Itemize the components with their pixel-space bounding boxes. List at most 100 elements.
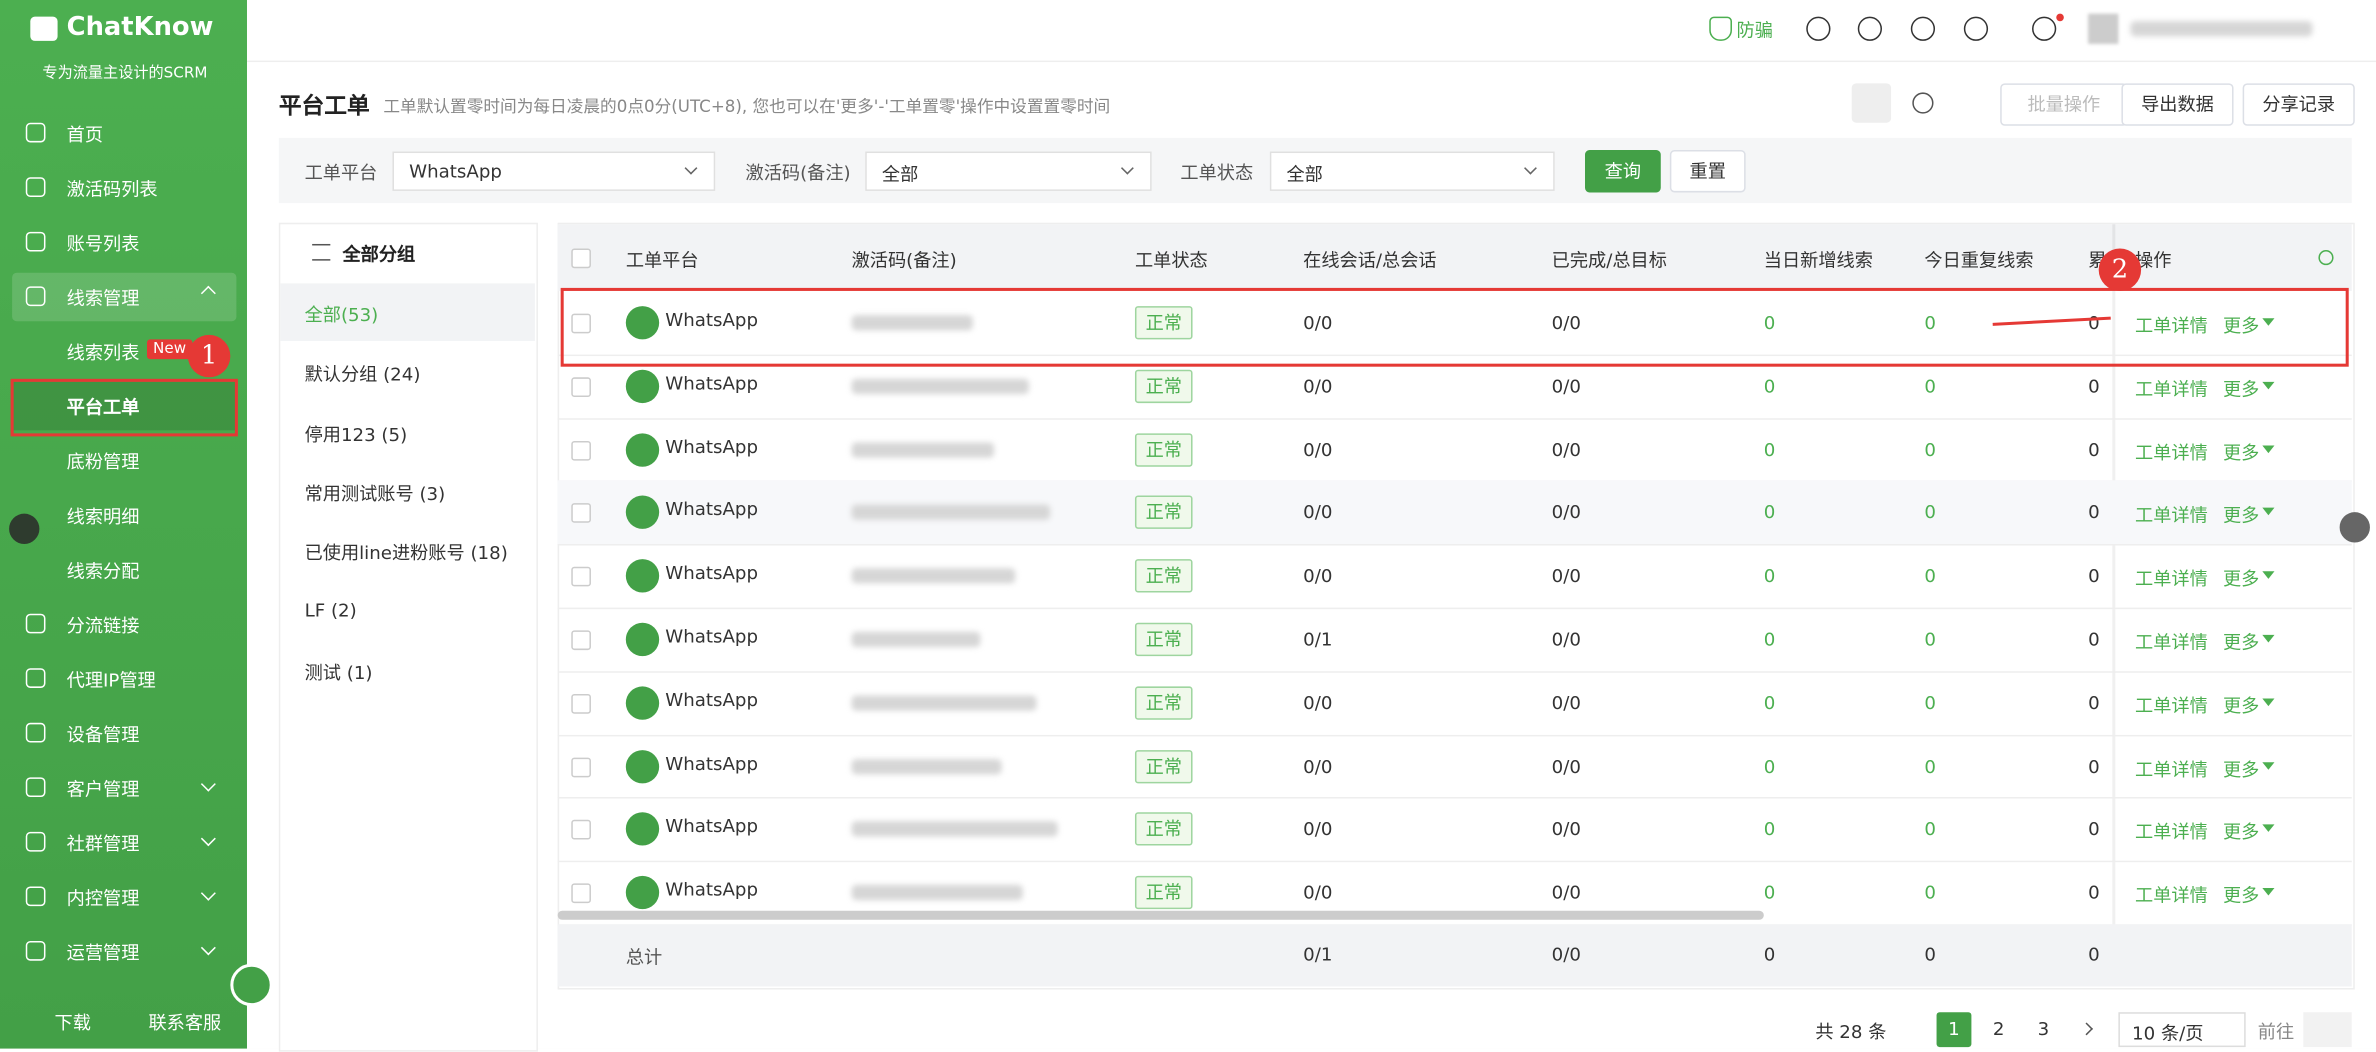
action-link[interactable]: 更多: [2222, 821, 2260, 843]
action-link[interactable]: 工单详情: [2135, 631, 2208, 653]
menu-item[interactable]: 内控管理: [66, 887, 140, 910]
cell: 0/0: [1551, 565, 1581, 587]
action-link[interactable]: 更多: [2222, 631, 2260, 653]
page-btn[interactable]: 3: [2037, 1018, 2050, 1040]
menu-item[interactable]: 代理IP管理: [66, 669, 156, 691]
action-link[interactable]: 更多: [2222, 315, 2260, 337]
cb[interactable]: [571, 376, 591, 397]
status-tag: 正常: [1134, 559, 1193, 593]
group-item[interactable]: 停用123 (5): [304, 423, 408, 445]
top-icon[interactable]: [2032, 16, 2057, 41]
action-link[interactable]: 更多: [2222, 885, 2260, 907]
header-btn[interactable]: 批量操作: [2000, 83, 2128, 126]
group-item[interactable]: 测试 (1): [304, 661, 373, 684]
select-caret: [684, 161, 698, 175]
action-link[interactable]: 更多: [2222, 441, 2260, 463]
submenu-item[interactable]: 线索明细: [66, 506, 140, 528]
footer-link[interactable]: 下载: [54, 1012, 91, 1034]
cell: 0: [1924, 438, 1937, 460]
menu-item[interactable]: 客户管理: [66, 778, 140, 801]
group-item[interactable]: 默认分组 (24): [304, 364, 421, 386]
action-link[interactable]: 工单详情: [2135, 505, 2208, 527]
submenu-item[interactable]: 线索列表: [66, 342, 140, 364]
refresh-btn[interactable]: [1912, 92, 1934, 114]
cb[interactable]: [571, 440, 591, 460]
header-btn[interactable]: 分享记录: [2242, 83, 2355, 126]
cb[interactable]: [571, 503, 591, 524]
cell: 0: [1763, 818, 1776, 840]
top-icon[interactable]: [1910, 16, 1936, 41]
menu-item[interactable]: 设备管理: [66, 724, 140, 746]
scroll-right[interactable]: [2339, 512, 2370, 543]
menu-item[interactable]: 线索管理: [66, 287, 140, 310]
page-btn[interactable]: 2: [1992, 1018, 2005, 1040]
group-item[interactable]: 已使用line进粉账号 (18): [304, 542, 508, 564]
username: [2130, 21, 2313, 37]
filter-btn[interactable]: [1851, 83, 1892, 123]
menu-icon: [25, 177, 46, 197]
submenu-item[interactable]: 底粉管理: [66, 451, 140, 473]
action-link[interactable]: 更多: [2222, 505, 2260, 527]
top-icon[interactable]: [1806, 16, 1831, 41]
cell: 0: [1924, 565, 1937, 587]
footer-link[interactable]: 联系客服: [148, 1012, 222, 1034]
filter-select[interactable]: 全部: [1269, 151, 1555, 191]
page-size[interactable]: 10 条/页: [2118, 1012, 2246, 1048]
menu-item[interactable]: 运营管理: [66, 942, 140, 964]
goto-input[interactable]: [2303, 1012, 2352, 1048]
cb[interactable]: [571, 248, 591, 269]
topbar: [246, 0, 2376, 63]
cb[interactable]: [571, 820, 591, 840]
menu-icon: [25, 941, 46, 961]
cb[interactable]: [571, 566, 591, 587]
top-icon[interactable]: [1963, 16, 1989, 41]
page-size-value: 10 条/页: [2132, 1022, 2204, 1045]
wa-icon: [625, 559, 660, 593]
menu-item[interactable]: 激活码列表: [66, 178, 158, 201]
cb[interactable]: [571, 630, 591, 650]
header-btn[interactable]: 导出数据: [2121, 83, 2234, 126]
platform: WhatsApp: [665, 562, 759, 584]
action-link[interactable]: 工单详情: [2135, 758, 2208, 780]
action-link[interactable]: 工单详情: [2135, 821, 2208, 843]
cb[interactable]: [571, 313, 591, 334]
pager-total: 共 28 条: [1815, 1021, 1887, 1043]
action-link[interactable]: 更多: [2222, 758, 2260, 780]
action-link[interactable]: 工单详情: [2135, 441, 2208, 463]
action-link[interactable]: 工单详情: [2135, 315, 2208, 337]
action-link[interactable]: 更多: [2222, 378, 2260, 400]
menu-item[interactable]: 分流链接: [66, 615, 140, 637]
filter-select[interactable]: 全部: [865, 151, 1152, 191]
cell: 0: [1924, 628, 1937, 650]
code-blur: [851, 821, 1058, 837]
group-item[interactable]: 常用测试账号 (3): [304, 483, 446, 505]
reset-btn[interactable]: 重置: [1669, 150, 1746, 193]
cell: 0: [2088, 755, 2100, 777]
submenu-item[interactable]: 线索分配: [66, 560, 140, 582]
group-item[interactable]: LF (2): [304, 599, 357, 621]
filter-select[interactable]: WhatsApp: [392, 151, 716, 191]
submenu-item[interactable]: 平台工单: [66, 397, 140, 419]
action-link[interactable]: 工单详情: [2135, 378, 2208, 400]
top-icon[interactable]: [1857, 16, 1883, 41]
caret: [2262, 761, 2275, 770]
cb[interactable]: [571, 693, 591, 714]
cell: 0/0: [1551, 438, 1581, 460]
action-link[interactable]: 更多: [2222, 568, 2260, 590]
row-line: [557, 544, 2352, 546]
badge: New: [146, 339, 193, 360]
menu-item[interactable]: 社群管理: [66, 833, 140, 855]
action-link[interactable]: 工单详情: [2135, 568, 2208, 590]
menu-item[interactable]: 首页: [66, 124, 104, 146]
query-btn[interactable]: 查询: [1585, 150, 1661, 193]
group-item[interactable]: 全部(53): [304, 304, 379, 326]
action-link[interactable]: 工单详情: [2135, 695, 2208, 717]
action-link[interactable]: 更多: [2222, 695, 2260, 717]
cell: 0/0: [1551, 502, 1581, 524]
anti-fraud[interactable]: 防骗: [1736, 19, 1773, 41]
cb[interactable]: [571, 756, 591, 777]
action-link[interactable]: 工单详情: [2135, 885, 2208, 907]
cb[interactable]: [571, 883, 591, 904]
page-btn[interactable]: 1: [1936, 1012, 1972, 1048]
menu-item[interactable]: 账号列表: [66, 233, 140, 255]
